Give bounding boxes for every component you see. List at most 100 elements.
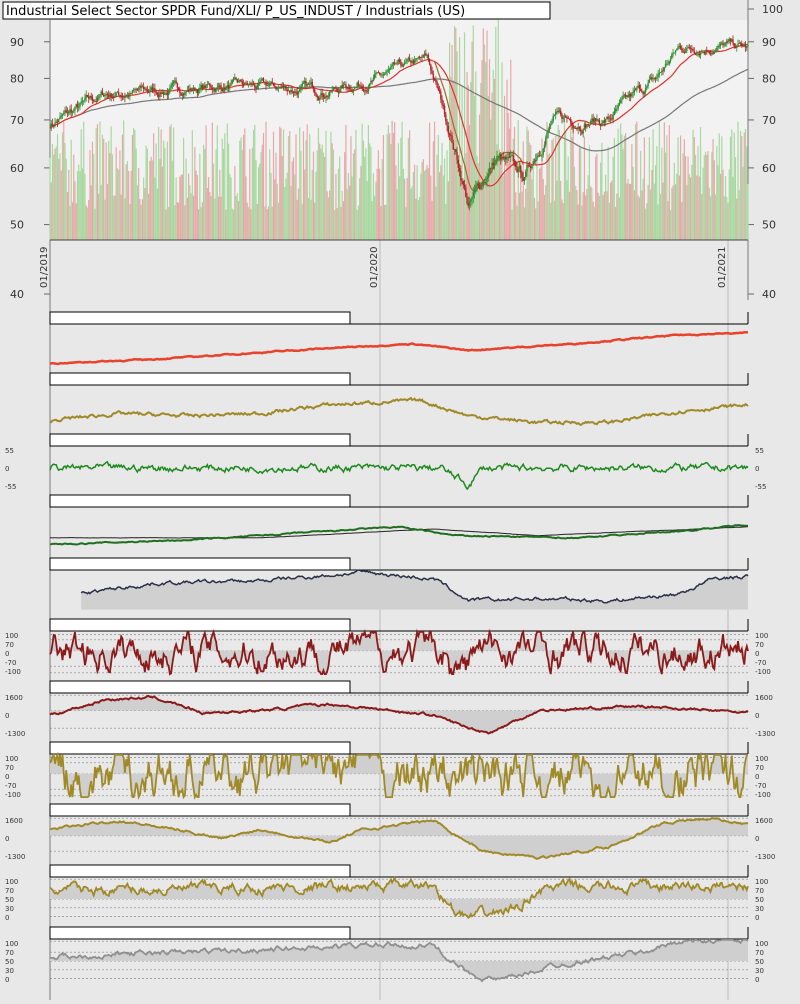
- volume-bar: [360, 165, 362, 240]
- candle-body: [257, 82, 260, 86]
- candle-body: [310, 81, 312, 84]
- volume-bar: [249, 149, 251, 240]
- volume-bar: [334, 209, 336, 240]
- candle-body: [422, 55, 425, 57]
- volume-bar: [396, 189, 398, 240]
- volume-bar: [232, 209, 235, 240]
- volume-bar: [104, 199, 106, 240]
- candle-body: [694, 52, 697, 55]
- candle-body: [94, 100, 96, 102]
- volume-bar: [453, 26, 456, 240]
- volume-bar: [486, 30, 488, 241]
- candle-body: [304, 80, 306, 84]
- candle-body: [120, 95, 122, 97]
- panel-tick-right: 70: [755, 641, 764, 649]
- volume-bar: [219, 169, 221, 240]
- volume-bar: [423, 170, 426, 240]
- candle-body: [55, 121, 57, 123]
- volume-bar: [734, 157, 737, 240]
- volume-bar: [275, 152, 277, 240]
- volume-bar: [170, 124, 172, 240]
- volume-bar: [83, 121, 85, 240]
- volume-bar: [632, 166, 634, 240]
- panel-series-line: [49, 875, 749, 919]
- candle-body: [73, 110, 75, 112]
- volume-bar: [721, 136, 723, 240]
- candle-body: [621, 98, 623, 101]
- volume-bar: [114, 195, 116, 240]
- panel-series-line: [49, 751, 748, 800]
- volume-bar: [115, 147, 117, 240]
- panel-tick-left: -1300: [5, 730, 25, 738]
- volume-bar: [591, 187, 593, 240]
- candle-body: [441, 99, 443, 105]
- candle-body: [681, 48, 683, 51]
- volume-bar: [140, 204, 142, 240]
- volume-bar: [96, 124, 99, 240]
- volume-bar: [145, 145, 147, 240]
- candle-body: [552, 116, 554, 121]
- candle-body: [330, 91, 332, 93]
- volume-bar: [133, 127, 135, 240]
- candle-body: [266, 85, 268, 87]
- candle-body: [678, 46, 681, 47]
- candle-body: [230, 83, 232, 86]
- panel-series-line: [49, 460, 749, 491]
- candle-body: [498, 154, 501, 156]
- panel-series-line: [49, 817, 749, 861]
- candle-body: [337, 91, 340, 93]
- candle-body: [477, 183, 479, 187]
- y-tick-right: 40: [762, 288, 776, 301]
- candle-body: [262, 78, 265, 83]
- candle-body: [81, 100, 84, 102]
- volume-bar: [611, 180, 613, 240]
- candle-body: [59, 116, 61, 120]
- candle-body: [332, 87, 335, 90]
- candle-body: [577, 126, 579, 130]
- volume-bar: [202, 144, 205, 240]
- volume-bar: [277, 202, 280, 240]
- volume-bar: [392, 133, 394, 240]
- candle-body: [146, 90, 149, 92]
- volume-bar: [101, 134, 104, 240]
- volume-bar: [571, 137, 573, 240]
- candle-body: [194, 87, 196, 91]
- volume-bar: [352, 153, 355, 240]
- candle-body: [718, 45, 720, 47]
- candle-body: [483, 182, 486, 183]
- volume-bar: [450, 76, 452, 241]
- volume-bar: [89, 150, 91, 240]
- panel-tick-right: 0: [755, 773, 759, 781]
- candle-body: [682, 50, 684, 53]
- candle-body: [305, 80, 307, 86]
- panel-tick-left: 100: [5, 940, 18, 948]
- candle-body: [475, 185, 477, 189]
- candle-body: [115, 92, 117, 96]
- y-tick-right: 60: [762, 162, 776, 175]
- candle-body: [182, 93, 185, 96]
- candle-body: [649, 77, 652, 80]
- candle-body: [410, 60, 412, 63]
- volume-bar: [207, 177, 210, 240]
- volume-bar: [633, 190, 635, 240]
- candle-body: [530, 166, 532, 169]
- volume-bar: [80, 129, 82, 240]
- volume-bar: [563, 121, 566, 240]
- candle-body: [264, 81, 266, 83]
- candle-body: [686, 48, 688, 52]
- candle-body: [546, 133, 548, 139]
- candle-body: [437, 87, 440, 91]
- candle-body: [706, 50, 708, 52]
- volume-bar: [305, 140, 307, 240]
- volume-bar: [540, 167, 542, 240]
- candle-body: [88, 96, 90, 99]
- panel-label-box: [49, 803, 351, 817]
- candle-body: [307, 84, 310, 86]
- candle-body: [536, 156, 538, 160]
- candle-body: [642, 91, 644, 95]
- volume-bar: [533, 197, 536, 240]
- volume-bar: [61, 132, 64, 240]
- volume-bar: [662, 182, 664, 240]
- y-tick-left: 50: [10, 219, 24, 232]
